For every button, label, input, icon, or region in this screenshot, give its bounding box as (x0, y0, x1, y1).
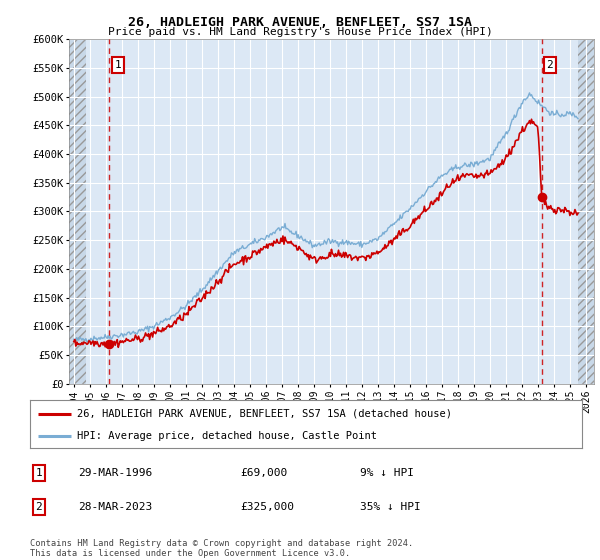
Text: 2: 2 (35, 502, 43, 512)
Text: HPI: Average price, detached house, Castle Point: HPI: Average price, detached house, Cast… (77, 431, 377, 441)
Text: 9% ↓ HPI: 9% ↓ HPI (360, 468, 414, 478)
Text: 26, HADLEIGH PARK AVENUE, BENFLEET, SS7 1SA: 26, HADLEIGH PARK AVENUE, BENFLEET, SS7 … (128, 16, 472, 29)
Bar (69, 28, 86, 384)
Text: 28-MAR-2023: 28-MAR-2023 (78, 502, 152, 512)
Text: 1: 1 (114, 60, 121, 70)
Text: 26, HADLEIGH PARK AVENUE, BENFLEET, SS7 1SA (detached house): 26, HADLEIGH PARK AVENUE, BENFLEET, SS7 … (77, 409, 452, 419)
Text: Contains HM Land Registry data © Crown copyright and database right 2024.
This d: Contains HM Land Registry data © Crown c… (30, 539, 413, 558)
Bar (578, 28, 594, 384)
Text: £325,000: £325,000 (240, 502, 294, 512)
Text: 1: 1 (35, 468, 43, 478)
Text: £69,000: £69,000 (240, 468, 287, 478)
Text: 2: 2 (547, 60, 553, 70)
Text: 35% ↓ HPI: 35% ↓ HPI (360, 502, 421, 512)
Text: Price paid vs. HM Land Registry's House Price Index (HPI): Price paid vs. HM Land Registry's House … (107, 27, 493, 37)
Text: 29-MAR-1996: 29-MAR-1996 (78, 468, 152, 478)
